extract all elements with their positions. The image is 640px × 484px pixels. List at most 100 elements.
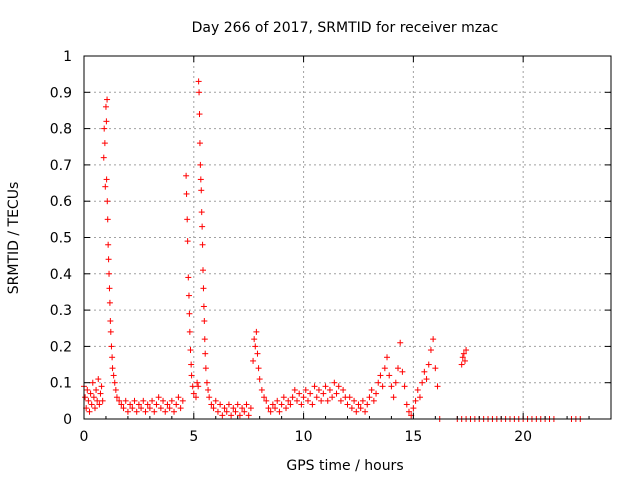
data-point <box>364 401 371 408</box>
data-point <box>201 317 208 324</box>
data-point <box>460 350 467 357</box>
data-point <box>272 405 279 412</box>
y-tick-label: 1 <box>63 49 72 65</box>
data-point <box>82 394 89 401</box>
data-point <box>195 78 202 85</box>
data-point <box>416 394 423 401</box>
data-point <box>190 390 197 397</box>
data-point <box>283 405 290 412</box>
data-point <box>296 390 303 397</box>
data-point <box>427 347 434 354</box>
data-point <box>269 401 276 408</box>
data-point <box>124 408 131 415</box>
data-point <box>197 176 204 183</box>
data-point <box>105 241 112 248</box>
data-point <box>379 383 386 390</box>
data-point <box>188 361 195 368</box>
data-point <box>98 383 105 390</box>
x-tick-label: 5 <box>189 429 198 445</box>
data-point <box>196 111 203 118</box>
data-point <box>390 394 397 401</box>
data-point <box>105 256 112 263</box>
data-point <box>111 379 118 386</box>
data-point <box>461 357 468 364</box>
data-point <box>102 103 109 110</box>
data-point <box>186 328 193 335</box>
data-point <box>100 154 107 161</box>
data-point <box>197 161 204 168</box>
y-tick-label: 0.4 <box>50 267 72 283</box>
y-tick-label: 0.7 <box>50 158 72 174</box>
data-point <box>104 198 111 205</box>
data-point <box>432 365 439 372</box>
data-point <box>106 270 113 277</box>
data-point <box>405 408 412 415</box>
data-point <box>200 285 207 292</box>
y-tick-label: 0.5 <box>50 231 72 247</box>
data-point <box>263 397 270 404</box>
data-point <box>88 401 95 408</box>
data-point <box>208 401 215 408</box>
data-point <box>183 190 190 197</box>
data-point <box>109 365 116 372</box>
data-point <box>331 379 338 386</box>
data-point <box>458 361 465 368</box>
data-point <box>104 216 111 223</box>
data-point <box>401 383 408 390</box>
data-point <box>276 408 283 415</box>
data-point <box>187 347 194 354</box>
data-point <box>258 386 265 393</box>
data-point <box>185 274 192 281</box>
data-point <box>94 397 101 404</box>
data-point <box>198 209 205 216</box>
data-point <box>315 386 322 393</box>
data-point <box>357 405 364 412</box>
data-point <box>362 408 369 415</box>
data-point <box>419 379 426 386</box>
data-point <box>102 183 109 190</box>
data-point <box>89 379 96 386</box>
data-point <box>381 365 388 372</box>
data-point <box>195 383 202 390</box>
data-point <box>280 394 287 401</box>
data-point <box>184 216 191 223</box>
data-point <box>217 401 224 408</box>
data-point <box>302 386 309 393</box>
data-point <box>214 408 221 415</box>
data-point <box>84 386 91 393</box>
data-point <box>348 405 355 412</box>
data-point <box>351 397 358 404</box>
data-point <box>113 394 120 401</box>
data-point <box>138 405 145 412</box>
data-point <box>186 310 193 317</box>
data-point <box>196 89 203 96</box>
data-point <box>103 118 110 125</box>
data-point <box>101 125 108 132</box>
data-point <box>131 397 138 404</box>
data-point <box>346 394 353 401</box>
data-point <box>232 408 239 415</box>
data-point <box>110 372 117 379</box>
data-point <box>200 303 207 310</box>
data-point <box>392 379 399 386</box>
data-point <box>410 405 417 412</box>
data-point <box>388 383 395 390</box>
y-tick-label: 0.9 <box>50 85 72 101</box>
data-point <box>397 339 404 346</box>
data-point <box>307 390 314 397</box>
data-point <box>298 401 305 408</box>
data-point <box>324 397 331 404</box>
x-tick-label: 20 <box>514 429 532 445</box>
data-point <box>192 394 199 401</box>
data-point <box>144 401 151 408</box>
data-point <box>412 397 419 404</box>
data-point <box>245 412 252 419</box>
data-point <box>399 368 406 375</box>
data-point <box>293 397 300 404</box>
data-point <box>228 412 235 419</box>
data-point <box>285 397 292 404</box>
data-point <box>414 386 421 393</box>
data-point <box>203 379 210 386</box>
data-point <box>86 408 93 415</box>
data-point <box>366 394 373 401</box>
